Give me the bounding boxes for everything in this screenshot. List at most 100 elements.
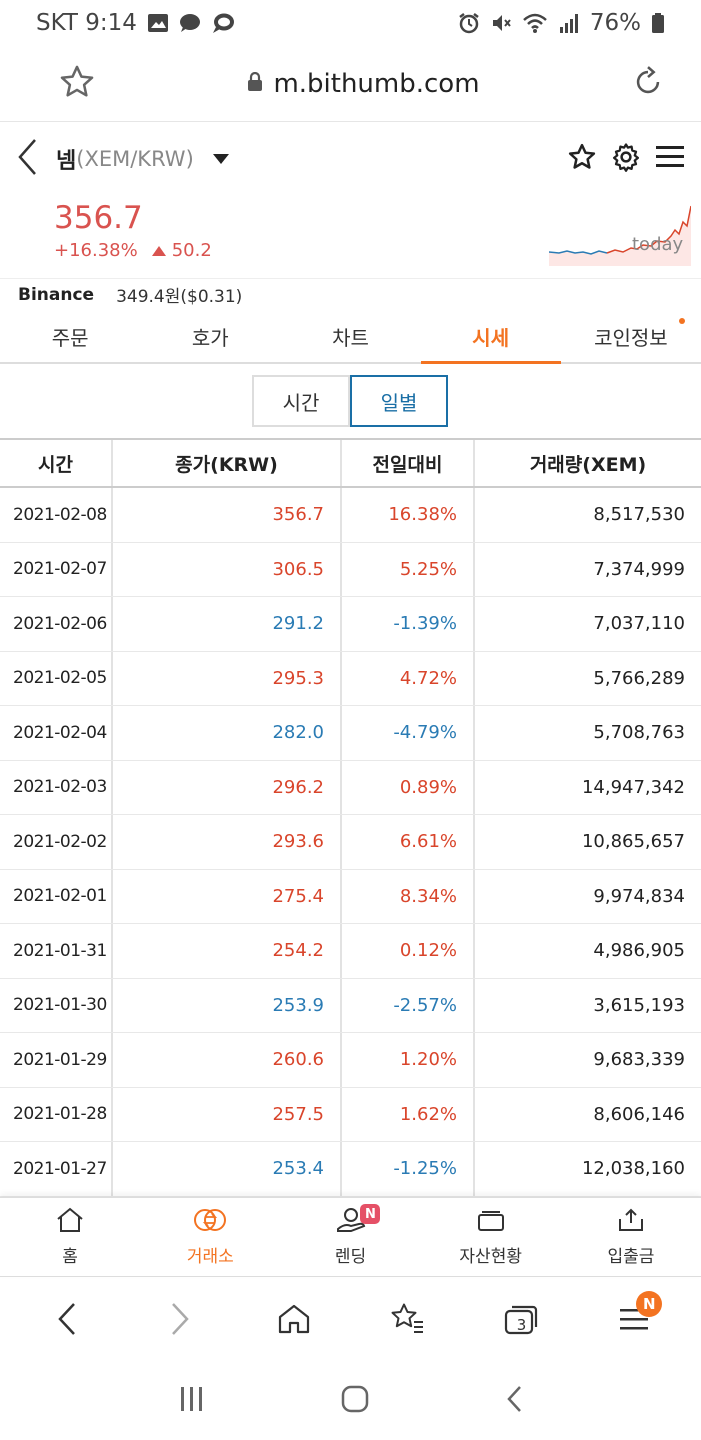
cell-date: 2021-02-08 — [0, 488, 113, 542]
sparkline-today-label: today — [632, 234, 684, 255]
browser-menu-button[interactable]: N — [604, 1289, 664, 1349]
header-change: 전일대비 — [342, 440, 475, 486]
tab-coin-info-label: 코인정보 — [594, 325, 668, 350]
cell-volume: 7,037,110 — [593, 613, 685, 635]
cell-change: -1.25% — [342, 1142, 475, 1196]
home-button-icon[interactable] — [340, 1384, 370, 1418]
cell-close: 306.5 — [113, 542, 342, 596]
nav-deposit-withdraw[interactable]: 입출금 — [561, 1198, 701, 1276]
cell-close: 296.2 — [113, 760, 342, 814]
cell-close: 253.9 — [113, 978, 342, 1032]
system-back-icon[interactable] — [504, 1384, 524, 1418]
coin-name[interactable]: 넴 — [56, 149, 77, 174]
tab-orderbook[interactable]: 호가 — [191, 325, 229, 350]
change-amount: 50.2 — [171, 240, 212, 261]
cell-date: 2021-02-05 — [0, 651, 113, 705]
reload-icon[interactable] — [631, 65, 665, 103]
nav-deposit-label: 입출금 — [607, 1247, 655, 1267]
back-icon[interactable] — [16, 137, 38, 181]
nav-assets[interactable]: 자산현황 — [421, 1198, 561, 1276]
cell-close: 254.2 — [113, 924, 342, 978]
cell-volume: 10,865,657 — [581, 831, 685, 853]
recent-apps-icon[interactable] — [177, 1385, 207, 1417]
cell-date: 2021-01-30 — [0, 978, 113, 1032]
browser-url-bar: m.bithumb.com — [0, 46, 701, 122]
menu-new-badge: N — [636, 1291, 663, 1317]
cell-date: 2021-02-07 — [0, 542, 113, 596]
table-row: 2021-01-31 254.2 0.12% 4,986,905 — [0, 924, 701, 979]
price-sparkline — [549, 205, 691, 266]
cell-close: 253.4 — [113, 1142, 342, 1196]
favorite-star-icon[interactable] — [567, 142, 597, 176]
lock-icon — [247, 69, 263, 99]
lending-icon — [335, 1207, 367, 1238]
cell-change: 1.20% — [342, 1033, 475, 1087]
table-row: 2021-01-29 260.6 1.20% 9,683,339 — [0, 1033, 701, 1088]
exchange-icon — [193, 1207, 227, 1238]
hamburger-menu-icon[interactable] — [655, 144, 685, 174]
table-row: 2021-02-08 356.7 16.38% 8,517,530 — [0, 488, 701, 543]
settings-gear-icon[interactable] — [611, 142, 641, 176]
browser-home-button[interactable] — [264, 1289, 324, 1349]
url-field[interactable]: m.bithumb.com — [247, 68, 480, 99]
system-nav-bar — [0, 1361, 701, 1440]
browser-back-button[interactable] — [37, 1289, 97, 1349]
deposit-icon — [616, 1207, 646, 1238]
daily-price-table: 시간 종가(KRW) 전일대비 거래량(XEM) 2021-02-08 356.7… — [0, 438, 701, 1197]
tab-order[interactable]: 주문 — [51, 325, 89, 350]
cell-volume: 5,708,763 — [593, 722, 685, 744]
cell-volume: 8,517,530 — [593, 504, 685, 526]
cell-volume: 5,766,289 — [593, 667, 685, 689]
cell-close: 257.5 — [113, 1087, 342, 1141]
wifi-icon — [522, 12, 548, 34]
cell-change: 0.89% — [342, 760, 475, 814]
change-amount-group: 50.2 — [151, 240, 212, 261]
bookmark-star-icon[interactable] — [58, 63, 96, 105]
binance-price: 349.4원($0.31) — [116, 287, 243, 307]
nav-home[interactable]: 홈 — [0, 1198, 140, 1276]
table-row: 2021-02-03 296.2 0.89% 14,947,342 — [0, 760, 701, 815]
cell-change: -4.79% — [342, 706, 475, 760]
bottom-app-nav: 홈 거래소 N 렌딩 자산현황 입출금 — [0, 1197, 701, 1277]
table-row: 2021-02-04 282.0 -4.79% 5,708,763 — [0, 706, 701, 761]
tab-chart[interactable]: 차트 — [332, 325, 369, 350]
table-row: 2021-02-02 293.6 6.61% 10,865,657 — [0, 815, 701, 870]
tab-coin-info[interactable]: 코인정보 — [561, 310, 701, 362]
browser-bookmarks-button[interactable] — [377, 1289, 437, 1349]
home-icon — [55, 1207, 85, 1238]
cell-change: 5.25% — [342, 542, 475, 596]
gallery-icon — [147, 13, 169, 33]
coin-pair[interactable]: (XEM/KRW) — [76, 147, 194, 171]
toggle-time[interactable]: 시간 — [252, 375, 350, 427]
cell-date: 2021-02-06 — [0, 597, 113, 651]
binance-reference: Binance 349.4원($0.31) — [0, 278, 701, 310]
nav-exchange[interactable]: 거래소 — [140, 1198, 280, 1276]
battery-icon — [651, 12, 665, 34]
up-triangle-icon — [151, 240, 166, 261]
url-text: m.bithumb.com — [273, 68, 480, 99]
cell-change: 1.62% — [342, 1087, 475, 1141]
signal-icon — [558, 12, 580, 34]
period-toggle: 시간 일별 — [252, 375, 448, 427]
wallet-icon — [476, 1207, 506, 1238]
price-change: +16.38% 50.2 — [54, 240, 212, 261]
change-percent: +16.38% — [54, 240, 138, 261]
cell-volume: 14,947,342 — [581, 776, 685, 798]
tab-market-price[interactable]: 시세 — [420, 310, 562, 364]
dropdown-caret-icon[interactable] — [212, 150, 230, 169]
browser-tabs-button[interactable]: 3 — [491, 1289, 551, 1349]
nav-home-label: 홈 — [62, 1247, 78, 1267]
cell-volume: 4,986,905 — [593, 940, 685, 962]
browser-forward-button[interactable] — [150, 1289, 210, 1349]
header-volume: 거래량(XEM) — [529, 453, 647, 476]
header-close: 종가(KRW) — [113, 440, 342, 486]
cell-change: -2.57% — [342, 978, 475, 1032]
toggle-daily[interactable]: 일별 — [350, 375, 448, 427]
cell-volume: 9,974,834 — [593, 885, 685, 907]
table-row: 2021-01-28 257.5 1.62% 8,606,146 — [0, 1087, 701, 1142]
cell-date: 2021-02-01 — [0, 869, 113, 923]
cell-volume: 8,606,146 — [593, 1103, 685, 1125]
cell-close: 282.0 — [113, 706, 342, 760]
nav-lending[interactable]: N 렌딩 — [280, 1198, 420, 1276]
cell-close: 291.2 — [113, 597, 342, 651]
